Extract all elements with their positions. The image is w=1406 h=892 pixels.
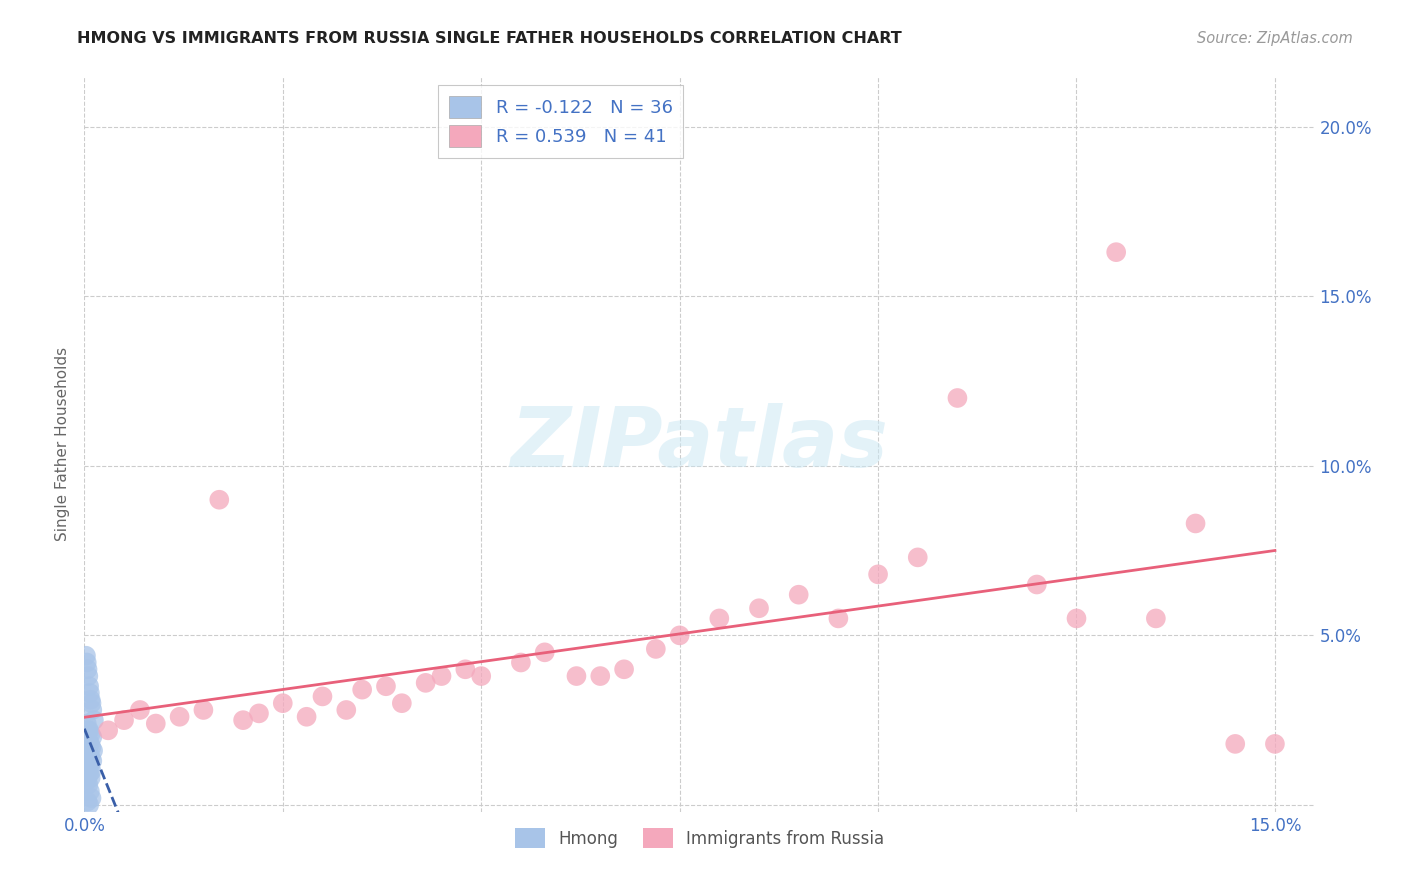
- Point: [75, 648, 97, 663]
- Point: [169, 710, 191, 724]
- Point: [97, 723, 120, 738]
- Point: [82, 744, 104, 758]
- Point: [470, 669, 492, 683]
- Point: [83, 713, 105, 727]
- Point: [77, 679, 100, 693]
- Point: [644, 642, 666, 657]
- Point: [415, 676, 437, 690]
- Point: [76, 774, 98, 789]
- Point: [77, 669, 100, 683]
- Point: [352, 682, 374, 697]
- Point: [787, 588, 810, 602]
- Point: [509, 656, 531, 670]
- Point: [82, 703, 104, 717]
- Point: [247, 706, 270, 721]
- Point: [77, 747, 100, 761]
- Point: [391, 696, 413, 710]
- Y-axis label: Single Father Households: Single Father Households: [55, 347, 70, 541]
- Point: [77, 723, 100, 738]
- Point: [77, 778, 100, 792]
- Point: [77, 797, 100, 812]
- Point: [1105, 245, 1128, 260]
- Point: [335, 703, 357, 717]
- Point: [77, 767, 100, 781]
- Point: [80, 696, 103, 710]
- Point: [430, 669, 453, 683]
- Point: [232, 713, 254, 727]
- Point: [271, 696, 294, 710]
- Point: [1144, 611, 1167, 625]
- Point: [1066, 611, 1088, 625]
- Point: [668, 628, 690, 642]
- Point: [112, 713, 135, 727]
- Point: [80, 693, 103, 707]
- Point: [76, 716, 98, 731]
- Point: [76, 764, 98, 778]
- Point: [295, 710, 318, 724]
- Point: [868, 567, 890, 582]
- Point: [79, 761, 101, 775]
- Point: [1184, 516, 1206, 531]
- Point: [79, 784, 101, 798]
- Point: [76, 795, 98, 809]
- Legend: Hmong, Immigrants from Russia: Hmong, Immigrants from Russia: [508, 822, 891, 855]
- Point: [129, 703, 152, 717]
- Point: [80, 771, 103, 785]
- Point: [80, 791, 103, 805]
- Point: [145, 716, 167, 731]
- Point: [79, 737, 101, 751]
- Point: [80, 750, 103, 764]
- Point: [82, 754, 104, 768]
- Point: [76, 723, 98, 738]
- Point: [589, 669, 612, 683]
- Point: [375, 679, 398, 693]
- Point: [946, 391, 969, 405]
- Point: [80, 764, 103, 778]
- Point: [311, 690, 333, 704]
- Point: [827, 611, 849, 625]
- Text: ZIPatlas: ZIPatlas: [510, 403, 889, 484]
- Point: [77, 757, 100, 772]
- Point: [748, 601, 770, 615]
- Point: [80, 740, 103, 755]
- Text: HMONG VS IMMIGRANTS FROM RUSSIA SINGLE FATHER HOUSEHOLDS CORRELATION CHART: HMONG VS IMMIGRANTS FROM RUSSIA SINGLE F…: [77, 31, 903, 46]
- Point: [709, 611, 731, 625]
- Point: [565, 669, 588, 683]
- Point: [82, 730, 104, 744]
- Point: [76, 747, 98, 761]
- Point: [533, 645, 555, 659]
- Point: [193, 703, 215, 717]
- Point: [76, 757, 98, 772]
- Point: [79, 686, 101, 700]
- Text: Source: ZipAtlas.com: Source: ZipAtlas.com: [1197, 31, 1353, 46]
- Point: [208, 492, 231, 507]
- Point: [76, 656, 98, 670]
- Point: [907, 550, 929, 565]
- Point: [76, 662, 98, 676]
- Point: [1225, 737, 1247, 751]
- Point: [1264, 737, 1286, 751]
- Point: [77, 733, 100, 747]
- Point: [80, 727, 103, 741]
- Point: [454, 662, 477, 676]
- Point: [613, 662, 636, 676]
- Point: [1025, 577, 1047, 591]
